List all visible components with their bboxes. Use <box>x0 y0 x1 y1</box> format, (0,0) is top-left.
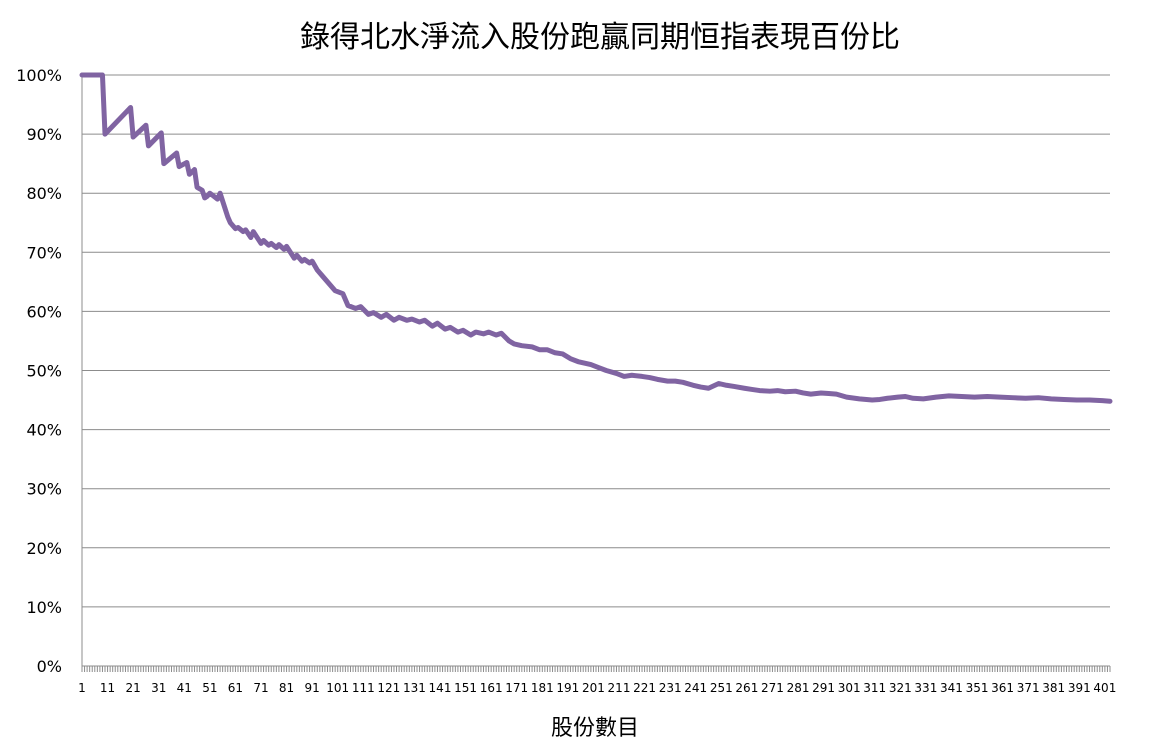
x-tick-label: 131 <box>403 681 426 695</box>
y-tick-label: 30% <box>26 480 62 499</box>
x-tick-label: 331 <box>914 681 937 695</box>
x-tick-label: 151 <box>454 681 477 695</box>
x-tick-label: 1 <box>78 681 86 695</box>
x-tick-label: 111 <box>352 681 375 695</box>
x-tick-label: 81 <box>279 681 294 695</box>
y-tick-label: 80% <box>26 184 62 203</box>
y-tick-labels: 0% 10% 20% 30% 40% 50% 60% 70% 80% 90% 100% <box>16 66 62 676</box>
y-tick-label: 50% <box>26 362 62 381</box>
x-tick-label: 71 <box>253 681 268 695</box>
x-tick-label: 121 <box>377 681 400 695</box>
y-tick-label: 60% <box>26 302 62 321</box>
x-tick-label: 21 <box>126 681 141 695</box>
y-tick-label: 100% <box>16 66 62 85</box>
x-minor-ticks <box>81 666 1111 672</box>
x-tick-label: 31 <box>151 681 166 695</box>
grid-layer <box>82 74 1110 667</box>
x-tick-label: 61 <box>228 681 243 695</box>
chart-title: 錄得北水淨流入股份跑贏同期恒指表現百份比 <box>300 20 900 55</box>
x-tick-labels: 1 11 21 31 41 51 61 71 81 91 101 111 121 131 141 151 161… <box>78 681 1116 695</box>
series-line-0 <box>79 72 1113 404</box>
x-tick-label: 201 <box>582 681 605 695</box>
x-tick-label: 261 <box>735 681 758 695</box>
x-tick-label: 241 <box>684 681 707 695</box>
y-tick-label: 0% <box>37 657 62 676</box>
x-tick-label: 211 <box>608 681 631 695</box>
x-tick-label: 251 <box>710 681 733 695</box>
x-tick-label: 101 <box>326 681 349 695</box>
x-tick-label: 401 <box>1093 681 1116 695</box>
x-tick-label: 181 <box>531 681 554 695</box>
x-tick-label: 291 <box>812 681 835 695</box>
x-tick-label: 161 <box>480 681 503 695</box>
y-tick-label: 70% <box>26 243 62 262</box>
x-tick-label: 141 <box>429 681 452 695</box>
x-tick-label: 271 <box>761 681 784 695</box>
x-tick-label: 341 <box>940 681 963 695</box>
x-tick-label: 311 <box>863 681 886 695</box>
x-tick-label: 51 <box>202 681 217 695</box>
axis-layer <box>81 75 1111 672</box>
x-tick-label: 281 <box>787 681 810 695</box>
x-tick-label: 171 <box>505 681 528 695</box>
y-tick-label: 90% <box>26 125 62 144</box>
x-tick-label: 351 <box>966 681 989 695</box>
y-tick-label: 20% <box>26 539 62 558</box>
y-tick-label: 10% <box>26 598 62 617</box>
x-tick-label: 301 <box>838 681 861 695</box>
x-tick-label: 381 <box>1042 681 1065 695</box>
x-tick-label: 361 <box>991 681 1014 695</box>
x-tick-label: 391 <box>1068 681 1091 695</box>
x-tick-label: 221 <box>633 681 656 695</box>
x-tick-label: 321 <box>889 681 912 695</box>
y-tick-label: 40% <box>26 421 62 440</box>
x-axis-label: 股份數目 <box>551 716 639 741</box>
x-tick-label: 191 <box>556 681 579 695</box>
x-tick-label: 11 <box>100 681 115 695</box>
x-tick-label: 91 <box>305 681 320 695</box>
series-layer <box>79 72 1113 404</box>
x-tick-label: 41 <box>177 681 192 695</box>
x-tick-label: 231 <box>659 681 682 695</box>
x-tick-label: 371 <box>1017 681 1040 695</box>
